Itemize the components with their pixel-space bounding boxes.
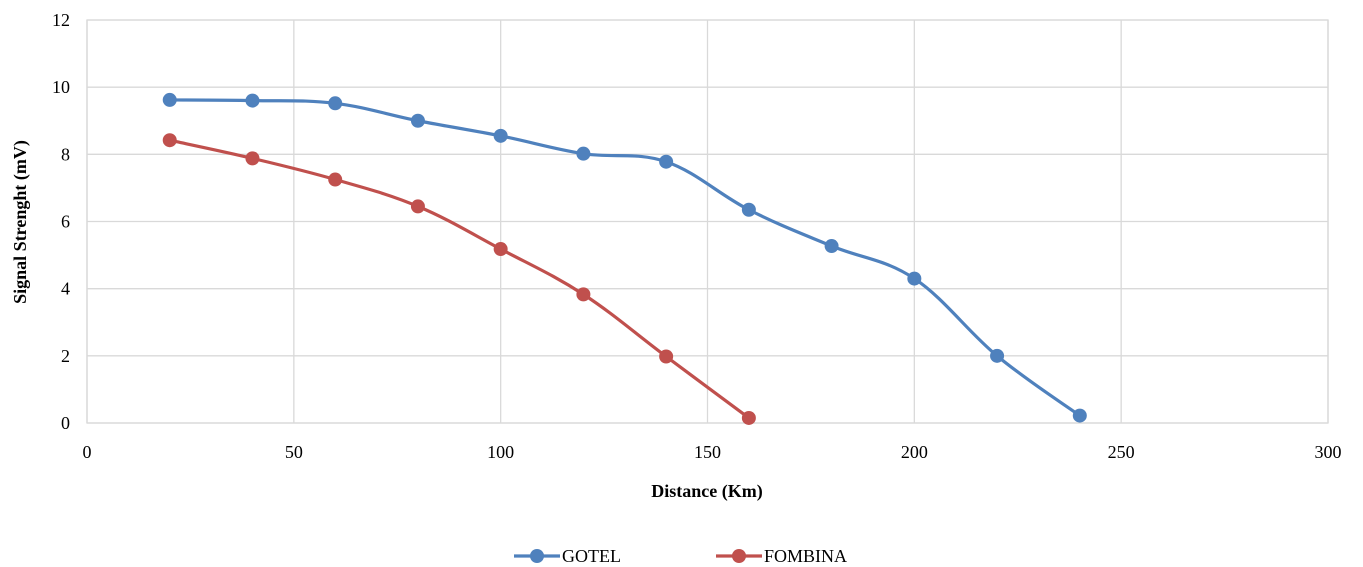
x-tick-label: 50	[285, 442, 303, 462]
y-tick-label: 12	[52, 10, 70, 30]
data-point-gotel	[328, 96, 343, 111]
series-gotel	[162, 92, 1087, 423]
data-point-fombina	[576, 287, 591, 302]
data-point-gotel	[245, 93, 260, 108]
data-point-fombina	[245, 151, 260, 166]
x-axis-tick-labels: 0 50 100 150 200 250 300	[83, 442, 1342, 462]
x-tick-label: 250	[1108, 442, 1135, 462]
data-point-gotel	[907, 271, 922, 286]
data-point-fombina	[741, 410, 756, 425]
y-tick-label: 4	[61, 279, 70, 299]
y-tick-label: 10	[52, 77, 70, 97]
legend-item-gotel: GOTEL	[514, 546, 621, 566]
x-tick-label: 0	[83, 442, 92, 462]
x-tick-label: 300	[1315, 442, 1342, 462]
legend-item-fombina: FOMBINA	[716, 546, 847, 566]
legend-label: GOTEL	[562, 546, 621, 566]
series-line-gotel	[168, 98, 1082, 418]
plot-border-rect	[86, 19, 1329, 424]
data-point-fombina	[410, 199, 425, 214]
x-tick-label: 150	[694, 442, 721, 462]
data-point-gotel	[493, 128, 508, 143]
y-axis-tick-labels: 0 2 4 6 8 10 12	[52, 10, 70, 433]
y-tick-label: 6	[61, 212, 70, 232]
y-tick-label: 0	[61, 413, 70, 433]
data-point-gotel	[162, 92, 177, 107]
series-layer	[162, 92, 1087, 425]
data-point-fombina	[162, 133, 177, 148]
legend-marker	[530, 549, 544, 563]
data-point-gotel	[990, 348, 1005, 363]
data-point-gotel	[410, 113, 425, 128]
series-line-fombina	[168, 138, 751, 420]
series-fombina	[162, 133, 756, 425]
data-point-fombina	[493, 242, 508, 257]
data-point-gotel	[824, 239, 839, 254]
legend: GOTEL FOMBINA	[514, 546, 847, 566]
x-tick-label: 200	[901, 442, 928, 462]
y-tick-label: 8	[61, 144, 70, 164]
data-point-gotel	[659, 154, 674, 169]
legend-label: FOMBINA	[764, 546, 847, 566]
plot-area	[86, 19, 1329, 424]
y-tick-label: 2	[61, 346, 70, 366]
x-axis-title: Distance (Km)	[651, 481, 762, 502]
legend-marker	[732, 549, 746, 563]
grid-lines	[86, 19, 1329, 424]
data-point-fombina	[328, 172, 343, 187]
data-point-gotel	[1072, 408, 1087, 423]
data-point-fombina	[659, 349, 674, 364]
y-axis-title: Signal Strenght (mV)	[10, 140, 31, 304]
data-point-gotel	[576, 146, 591, 161]
x-tick-label: 100	[487, 442, 514, 462]
data-point-gotel	[741, 202, 756, 217]
